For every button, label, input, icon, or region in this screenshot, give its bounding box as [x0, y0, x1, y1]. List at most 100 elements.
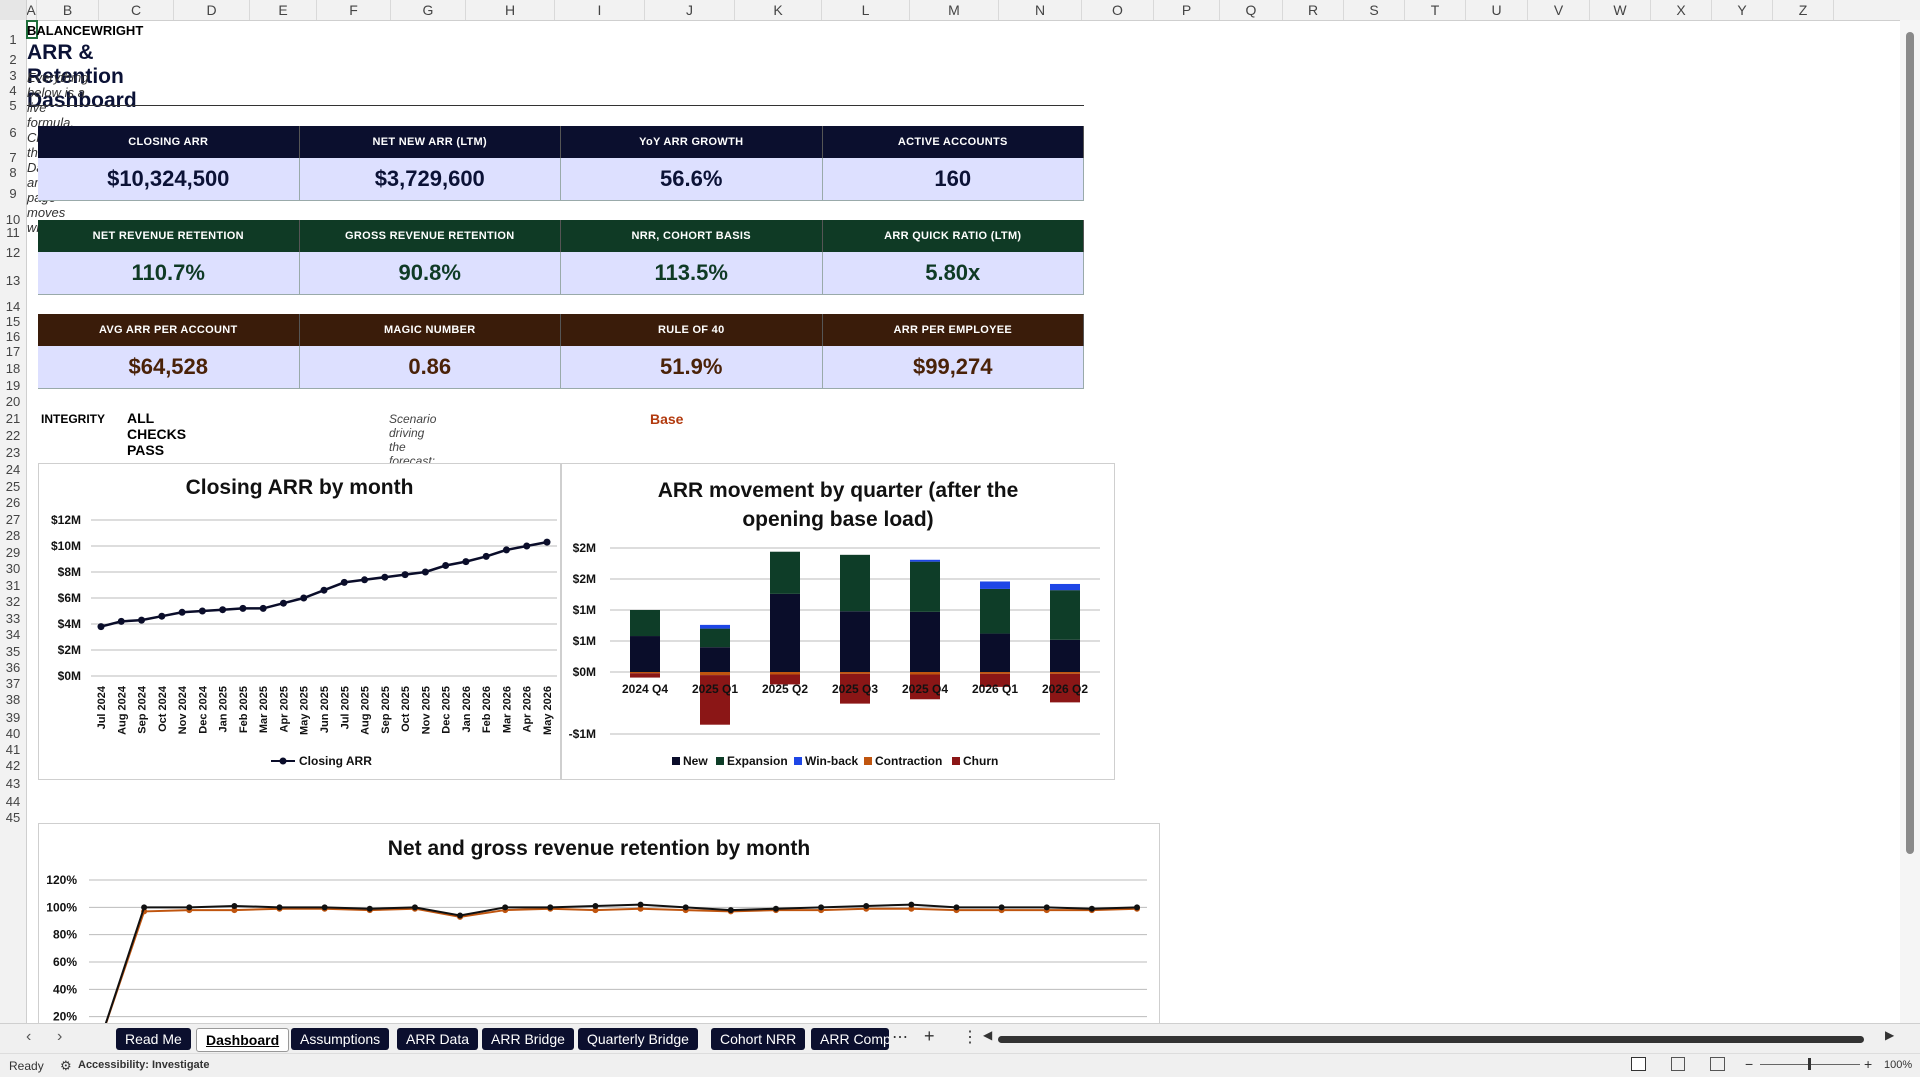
page-layout-icon[interactable] [1671, 1057, 1685, 1071]
column-header[interactable]: K [735, 0, 822, 20]
row-header[interactable]: 6 [9, 125, 17, 140]
row-header[interactable]: 5 [9, 98, 17, 113]
scroll-left-icon[interactable]: ◀ [983, 1028, 993, 1042]
kpi-magic-number[interactable]: MAGIC NUMBER 0.86 [299, 314, 561, 389]
row-header[interactable]: 26 [5, 495, 21, 510]
vertical-scrollbar[interactable] [1900, 20, 1920, 1023]
sheet-options-icon[interactable]: ⋮ [962, 1029, 978, 1046]
row-header[interactable]: 11 [6, 225, 20, 240]
scroll-right-icon[interactable]: ▶ [1885, 1028, 1895, 1042]
row-header[interactable]: 24 [5, 462, 21, 477]
row-header[interactable]: 31 [5, 578, 21, 593]
column-header[interactable]: V [1528, 0, 1590, 20]
row-header[interactable]: 33 [5, 611, 21, 626]
column-header[interactable]: J [645, 0, 735, 20]
kpi-nrr[interactable]: NET REVENUE RETENTION 110.7% [38, 220, 300, 295]
column-header[interactable]: H [466, 0, 555, 20]
kpi-quick-ratio[interactable]: ARR QUICK RATIO (LTM) 5.80x [822, 220, 1084, 295]
sheet-tab[interactable]: Read Me [116, 1028, 191, 1050]
row-header[interactable]: 25 [5, 479, 21, 494]
kpi-closing-arr[interactable]: CLOSING ARR $10,324,500 [38, 126, 300, 201]
page-break-icon[interactable] [1710, 1057, 1725, 1071]
column-header[interactable]: T [1405, 0, 1466, 20]
row-header[interactable]: 44 [5, 794, 21, 809]
column-header[interactable]: E [250, 0, 317, 20]
column-header[interactable]: L [822, 0, 910, 20]
row-header[interactable]: 15 [5, 314, 21, 329]
select-all-corner[interactable] [0, 0, 27, 21]
column-header[interactable]: O [1082, 0, 1154, 20]
scenario-value[interactable]: Base [650, 411, 684, 427]
kpi-net-new-arr[interactable]: NET NEW ARR (LTM) $3,729,600 [299, 126, 561, 201]
row-header[interactable]: 27 [5, 512, 21, 527]
kpi-active-accounts[interactable]: ACTIVE ACCOUNTS 160 [822, 126, 1084, 201]
row-header[interactable]: 28 [5, 528, 21, 543]
row-header[interactable]: 17 [5, 344, 21, 359]
prev-sheet-icon[interactable]: ‹ [26, 1028, 32, 1045]
column-header[interactable]: G [391, 0, 466, 20]
add-sheet-icon[interactable]: + [924, 1026, 935, 1046]
row-header[interactable]: 38 [5, 692, 21, 707]
kpi-arr-per-employee[interactable]: ARR PER EMPLOYEE $99,274 [822, 314, 1084, 389]
row-header[interactable]: 12 [5, 245, 21, 260]
selected-cell-a1[interactable] [26, 20, 106, 39]
more-sheets-icon[interactable]: ⋯ [892, 1029, 908, 1046]
column-header[interactable]: F [317, 0, 391, 20]
row-header[interactable]: 40 [5, 726, 21, 741]
zoom-out-icon[interactable]: − [1745, 1056, 1754, 1072]
sheet-tab[interactable]: Quarterly Bridge [578, 1028, 698, 1050]
sheet-tab[interactable]: ARR Data [397, 1028, 479, 1050]
column-header[interactable]: U [1466, 0, 1528, 20]
column-header[interactable]: R [1283, 0, 1344, 20]
row-header[interactable]: 32 [5, 594, 21, 609]
column-header[interactable]: Z [1773, 0, 1834, 20]
row-header[interactable]: 9 [9, 186, 17, 201]
row-header[interactable]: 29 [5, 545, 21, 560]
kpi-nrr-cohort[interactable]: NRR, COHORT BASIS 113.5% [561, 220, 823, 295]
column-header[interactable]: X [1651, 0, 1712, 20]
zoom-slider-thumb[interactable] [1808, 1058, 1811, 1070]
row-header[interactable]: 21 [5, 411, 21, 426]
row-header[interactable]: 16 [5, 329, 21, 344]
column-header[interactable]: A [26, 0, 37, 20]
column-header[interactable]: M [910, 0, 999, 20]
closing-arr-chart[interactable]: Closing ARR by month $0M $2M $4M $6M $8M $10M… [38, 463, 561, 780]
kpi-rule-of-40[interactable]: RULE OF 40 51.9% [561, 314, 823, 389]
row-header[interactable]: 14 [5, 299, 21, 314]
kpi-grr[interactable]: GROSS REVENUE RETENTION 90.8% [299, 220, 561, 295]
column-header[interactable]: I [555, 0, 645, 20]
column-header[interactable]: W [1590, 0, 1651, 20]
row-header[interactable]: 8 [9, 165, 17, 180]
row-header[interactable]: 39 [5, 710, 21, 725]
row-header[interactable]: 22 [5, 428, 21, 443]
column-header[interactable]: P [1154, 0, 1220, 20]
horizontal-scroll-thumb[interactable] [998, 1036, 1864, 1043]
row-header[interactable]: 13 [5, 273, 21, 288]
zoom-level[interactable]: 100% [1884, 1059, 1913, 1071]
column-header[interactable]: D [174, 0, 250, 20]
vertical-scroll-thumb[interactable] [1906, 32, 1914, 854]
column-header[interactable]: S [1344, 0, 1405, 20]
column-header[interactable]: Q [1220, 0, 1283, 20]
row-header[interactable]: 4 [9, 83, 17, 98]
row-header[interactable]: 43 [5, 776, 21, 791]
row-header[interactable]: 34 [5, 627, 21, 642]
zoom-in-icon[interactable]: + [1864, 1056, 1873, 1072]
normal-view-icon[interactable] [1631, 1057, 1646, 1071]
kpi-yoy-growth[interactable]: YoY ARR GROWTH 56.6% [561, 126, 823, 201]
retention-chart[interactable]: Net and gross revenue retention by month… [38, 823, 1160, 1033]
row-header[interactable]: 1 [9, 32, 17, 47]
sheet-tab[interactable]: ARR Bridge [482, 1028, 574, 1050]
row-header[interactable]: 36 [5, 660, 21, 675]
column-header[interactable]: Y [1712, 0, 1773, 20]
column-header[interactable]: C [99, 0, 174, 20]
row-header[interactable]: 23 [5, 445, 21, 460]
row-header[interactable]: 10 [5, 212, 21, 227]
row-header[interactable]: 45 [5, 810, 21, 825]
row-header[interactable]: 37 [5, 676, 21, 691]
sheet-tab[interactable]: ARR Comp [811, 1028, 889, 1050]
next-sheet-icon[interactable]: › [57, 1028, 63, 1045]
row-header[interactable]: 30 [5, 561, 21, 576]
sheet-tab[interactable]: Cohort NRR [711, 1028, 806, 1050]
arr-movement-chart[interactable]: ARR movement by quarter (after the openi… [561, 463, 1115, 780]
